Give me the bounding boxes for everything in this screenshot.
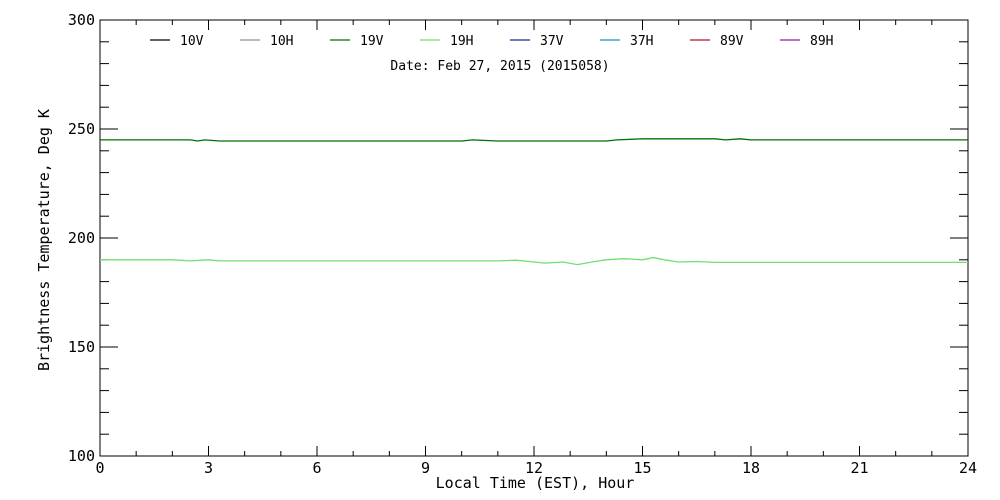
x-tick-label: 18 (742, 459, 760, 477)
legend-label-19h: 19H (450, 34, 473, 49)
y-tick-label: 150 (68, 338, 95, 356)
legend-label-37h: 37H (630, 34, 653, 49)
legend-label-89h: 89H (810, 34, 833, 49)
legend-label-10h: 10H (270, 34, 293, 49)
chart-subtitle: Date: Feb 27, 2015 (2015058) (390, 59, 609, 74)
x-tick-label: 9 (421, 459, 430, 477)
x-axis-label: Local Time (EST), Hour (436, 474, 635, 492)
x-tick-label: 12 (525, 459, 543, 477)
legend-label-19v: 19V (360, 34, 384, 49)
series-layer (100, 138, 968, 266)
x-tick-label: 15 (633, 459, 651, 477)
x-tick-label: 6 (312, 459, 321, 477)
x-tick-label: 24 (959, 459, 977, 477)
series-line-19v (100, 138, 968, 142)
y-axis-label: Brightness Temperature, Deg K (35, 109, 53, 371)
y-tick-label: 300 (68, 11, 95, 29)
series-line-19h (100, 256, 968, 266)
y-tick-label: 250 (68, 120, 95, 138)
plot-border (99, 19, 969, 457)
x-axis: 0 3 6 9 12 15 18 21 24 (95, 20, 977, 477)
x-tick-label: 21 (850, 459, 868, 477)
x-tick-label: 0 (95, 459, 104, 477)
legend-label-37v: 37V (540, 34, 564, 49)
y-axis: 100 150 200 250 300 (68, 11, 968, 465)
plot-frame (99, 19, 969, 457)
x-tick-label: 3 (204, 459, 213, 477)
legend-label-10v: 10V (180, 34, 204, 49)
legend-label-89v: 89V (720, 34, 744, 49)
y-tick-label: 200 (68, 229, 95, 247)
legend: 10V 10H 19V 19H 37V 37H 89V 89H (150, 34, 833, 49)
y-tick-label: 100 (68, 447, 95, 465)
